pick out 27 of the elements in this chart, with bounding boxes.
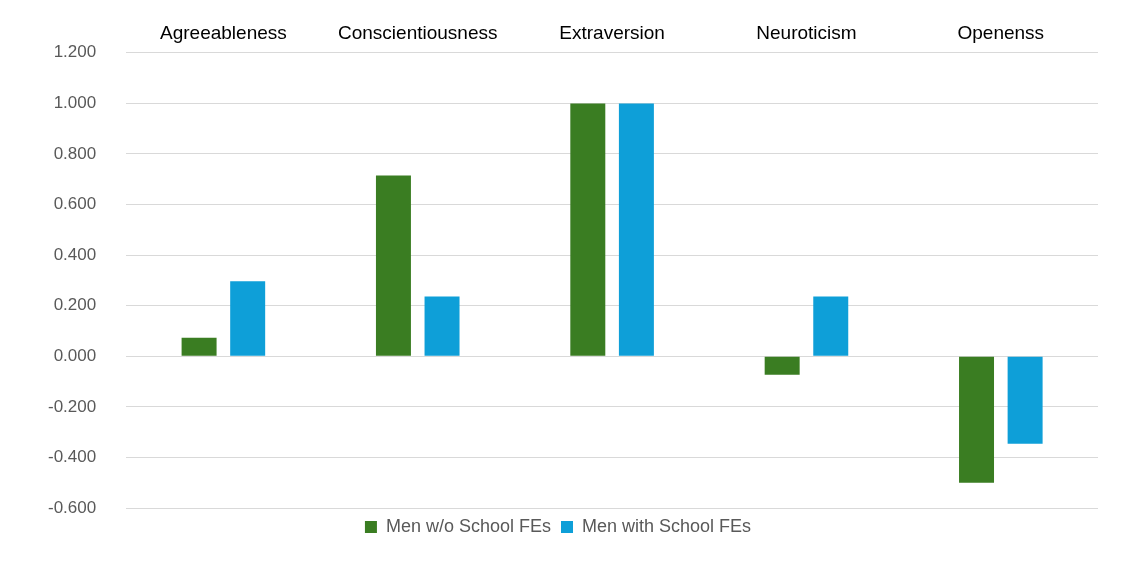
legend-label: Men w/o School FEs — [385, 515, 552, 536]
y-tick-label: 0.600 — [53, 194, 97, 214]
bar — [230, 281, 266, 356]
bar — [570, 103, 606, 356]
x-tick-label: Extraversion — [559, 21, 665, 43]
bar — [959, 356, 995, 483]
y-tick-label: -0.400 — [48, 447, 97, 467]
legend-label: Men with School FEs — [582, 515, 752, 536]
y-tick-label: -0.600 — [48, 497, 97, 517]
y-tick-label: 0.200 — [53, 295, 97, 315]
x-tick-label: Neuroticism — [756, 21, 857, 43]
x-tick-label: Conscientiousness — [338, 21, 498, 43]
x-tick-label: Openenss — [957, 21, 1045, 43]
bar — [181, 337, 217, 356]
bar — [1007, 356, 1043, 444]
y-tick-label: 1.000 — [53, 93, 97, 113]
bar — [764, 356, 800, 375]
y-tick-label: 0.800 — [53, 143, 97, 163]
y-tick-label: -0.200 — [48, 396, 97, 416]
bar — [424, 296, 460, 356]
y-tick-label: 0.400 — [53, 244, 97, 264]
y-tick-label: 0.000 — [53, 345, 97, 365]
bar — [813, 296, 849, 356]
bar — [618, 103, 654, 356]
y-tick-label: 1.200 — [53, 42, 97, 62]
x-tick-label: Agreeableness — [160, 21, 287, 43]
bar — [375, 175, 411, 356]
